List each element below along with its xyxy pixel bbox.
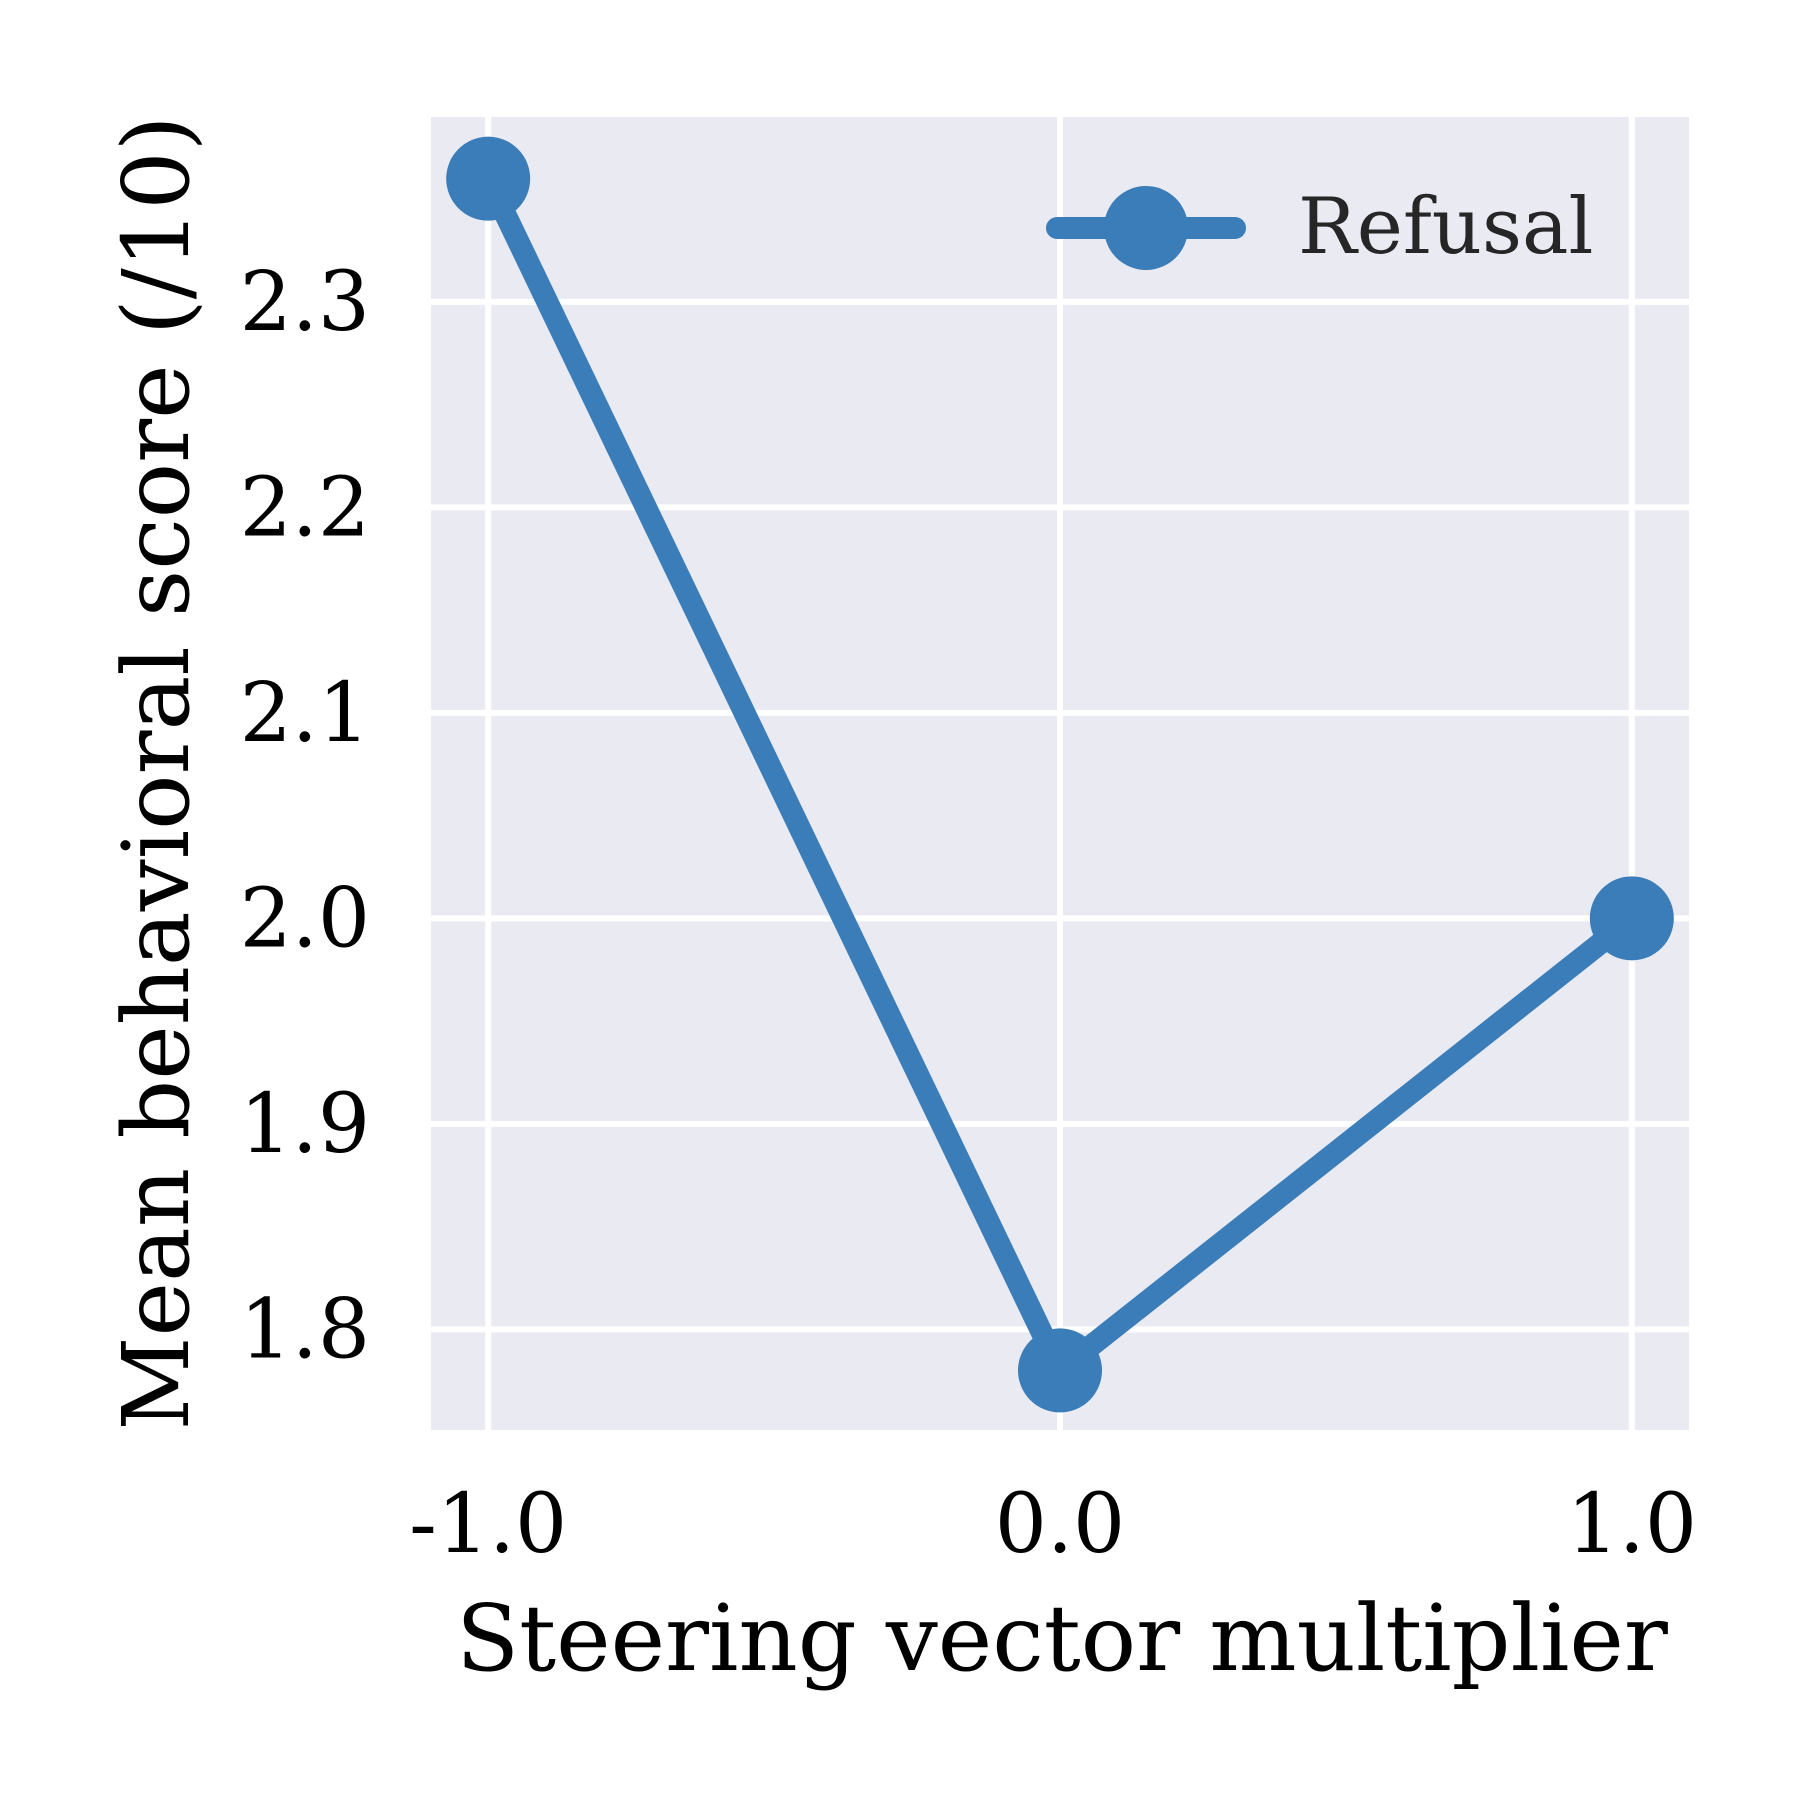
x-tick-label: -1.0 xyxy=(409,1477,567,1572)
data-point xyxy=(1589,876,1674,961)
y-tick-label: 2.0 xyxy=(240,871,370,966)
legend: Refusal xyxy=(1046,182,1593,272)
series-layer xyxy=(446,136,1674,1413)
data-point xyxy=(446,136,531,221)
tick-labels: 1.8 1.9 2.0 2.1 2.2 2.3 -1.0 0.0 1.0 xyxy=(240,255,1697,1572)
y-tick-label: 2.3 xyxy=(240,255,370,350)
y-tick-label: 1.8 xyxy=(240,1282,370,1377)
legend-marker xyxy=(1104,186,1188,270)
x-tick-label: 0.0 xyxy=(995,1477,1125,1572)
x-axis-label: Steering vector multiplier xyxy=(456,1585,1668,1692)
x-tick-label: 1.0 xyxy=(1567,1477,1697,1572)
legend-label: Refusal xyxy=(1298,182,1593,272)
y-tick-label: 1.9 xyxy=(240,1077,370,1172)
data-point xyxy=(1018,1328,1102,1413)
grid xyxy=(431,117,1689,1430)
y-tick-label: 2.2 xyxy=(240,460,370,555)
y-axis-label: Mean behavioral score (/10) xyxy=(103,115,210,1430)
y-tick-label: 2.1 xyxy=(240,666,370,761)
